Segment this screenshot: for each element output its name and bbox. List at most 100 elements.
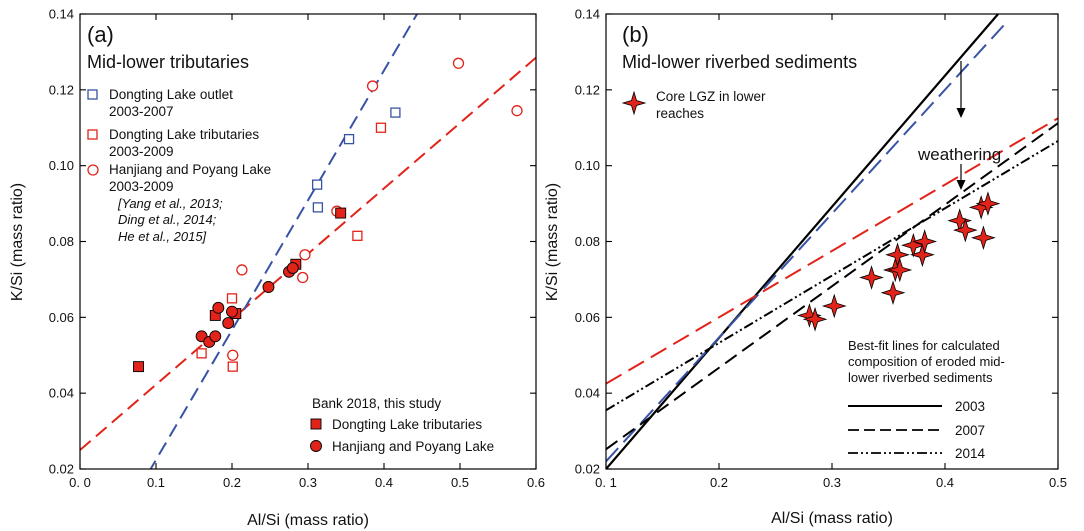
data-point-circle-filled bbox=[226, 305, 238, 318]
data-point-star bbox=[910, 242, 935, 268]
panel-b-y-axis-title: K/Si (mass ratio) bbox=[544, 183, 561, 301]
panel-b: 0. 1 0.2 0.3 0.4 0.5 0.02 0.04 0.06 0.08 0.10 0.12… bbox=[544, 7, 1067, 528]
x-tick-label: 0.3 bbox=[823, 475, 841, 490]
data-point-circle-filled bbox=[209, 330, 222, 343]
fit-line-solid bbox=[606, 14, 999, 469]
weathering-annotation: weathering bbox=[917, 61, 1001, 190]
legend-item-label: 2003-2009 bbox=[109, 144, 174, 159]
y-tick-label: 0.08 bbox=[575, 234, 600, 249]
panel-b-star-legend: Core LGZ in lower reaches bbox=[621, 89, 766, 121]
y-tick-label: 0.14 bbox=[49, 7, 74, 22]
panel-b-title: Mid-lower riverbed sediments bbox=[622, 52, 857, 72]
legend-open-square-red-marker bbox=[87, 129, 98, 140]
legend-item-label: Hanjiang and Poyang Lake bbox=[109, 162, 271, 177]
y-tick-label: 0.08 bbox=[49, 234, 74, 249]
panel-a-points bbox=[133, 57, 523, 373]
arrowhead-icon bbox=[956, 108, 966, 118]
panel-a-legend: Dongting Lake outlet 2003-2007 Dongting … bbox=[87, 87, 271, 244]
fit-line-dashdotdot bbox=[606, 140, 1058, 412]
data-point-star bbox=[821, 293, 847, 319]
y-tick-label: 0.12 bbox=[49, 82, 74, 97]
y-tick-label: 0.06 bbox=[49, 310, 74, 325]
legend-star-marker bbox=[621, 90, 647, 116]
y-tick-label: 0.14 bbox=[575, 7, 600, 22]
legend-open-square-blue-marker bbox=[87, 89, 98, 100]
data-point-star bbox=[901, 232, 926, 258]
data-point-circle-filled bbox=[262, 281, 275, 293]
legend-reference: Ding et al., 2014; bbox=[118, 212, 217, 227]
fit-line-longdash bbox=[606, 117, 1058, 385]
panel-b-ticks: 0. 1 0.2 0.3 0.4 0.5 0.02 0.04 0.06 0.08 0.10 0.12… bbox=[575, 7, 1067, 491]
x-tick-label: 0.2 bbox=[223, 475, 241, 490]
data-point-square-open bbox=[311, 179, 323, 190]
legend-filled-square-marker bbox=[310, 418, 322, 430]
lines-legend-title: Best-fit lines for calculated bbox=[848, 338, 1000, 353]
panel-b-fit-lines bbox=[606, 14, 1058, 469]
x-tick-label: 0. 0 bbox=[69, 475, 91, 490]
panel-a-x-axis-title: Al/Si (mass ratio) bbox=[247, 512, 369, 529]
legend-item-label: Dongting Lake outlet bbox=[109, 87, 233, 102]
data-point-square-filled bbox=[335, 207, 347, 219]
data-point-circle-open bbox=[511, 105, 523, 117]
y-tick-label: 0.04 bbox=[575, 386, 600, 401]
data-point-circle-open bbox=[299, 249, 311, 261]
lines-legend-title: lower riverbed sediments bbox=[848, 370, 993, 385]
panel-b-frame bbox=[605, 13, 1059, 470]
legend-reference: He et al., 2015] bbox=[118, 229, 207, 244]
data-point-circle-filled bbox=[212, 301, 225, 314]
y-tick-label: 0.02 bbox=[575, 462, 600, 477]
data-point-star bbox=[880, 280, 906, 306]
legend-item-label: reaches bbox=[656, 106, 704, 121]
data-point-circle-filled bbox=[286, 262, 299, 274]
legend-item-label: Core LGZ in lower bbox=[656, 89, 766, 104]
panel-b-label: (b) bbox=[622, 22, 649, 47]
data-point-star bbox=[971, 225, 996, 251]
legend-item-label: Hanjiang and Poyang Lake bbox=[332, 439, 494, 454]
data-point-star bbox=[887, 257, 913, 283]
x-tick-label: 0.2 bbox=[710, 475, 728, 490]
panel-b-x-axis-title: Al/Si (mass ratio) bbox=[771, 510, 893, 527]
panel-a-title: Mid-lower tributaries bbox=[87, 52, 249, 72]
weathering-label: weathering bbox=[917, 145, 1001, 164]
data-point-square-open bbox=[227, 361, 238, 372]
legend-open-circle-red-marker bbox=[87, 164, 99, 176]
data-point-circle-open bbox=[236, 264, 248, 276]
data-point-circle-open bbox=[452, 57, 465, 69]
data-point-square-open bbox=[390, 107, 401, 118]
data-point-square-open bbox=[352, 230, 363, 241]
data-point-star bbox=[885, 242, 910, 268]
x-tick-label: 0.4 bbox=[936, 475, 954, 490]
panel-a-bank-legend: Bank 2018, this study Dongting Lake trib… bbox=[310, 396, 494, 454]
data-point-star bbox=[975, 191, 1001, 216]
panel-a: 0. 0 0.1 0.2 0.3 0.4 0.5 0.6 0.02 0.04 0.06 0.08 0.… bbox=[9, 7, 545, 530]
data-point-circle-filled bbox=[222, 317, 235, 329]
data-point-circle-open bbox=[227, 349, 239, 361]
y-tick-label: 0.04 bbox=[49, 386, 74, 401]
legend-item-label: 2003-2007 bbox=[109, 104, 174, 119]
panel-a-ticks: 0. 0 0.1 0.2 0.3 0.4 0.5 0.6 0.02 0.04 0.06 0.08 0.… bbox=[49, 7, 545, 491]
x-tick-label: 0.3 bbox=[299, 475, 317, 490]
panel-b-lines-legend: Best-fit lines for calculated compositio… bbox=[848, 338, 1005, 461]
y-tick-label: 0.12 bbox=[575, 82, 600, 97]
bank-legend-title: Bank 2018, this study bbox=[312, 396, 441, 411]
legend-item-label: Dongting Lake tributaries bbox=[332, 417, 482, 432]
x-tick-label: 0.5 bbox=[451, 475, 469, 490]
data-point-square-open bbox=[312, 202, 324, 213]
fit-line-dash bbox=[606, 122, 1058, 451]
lines-legend-title: composition of eroded mid- bbox=[848, 354, 1005, 369]
x-tick-label: 0.1 bbox=[147, 475, 165, 490]
y-tick-label: 0.02 bbox=[49, 462, 74, 477]
legend-item-label: Dongting Lake tributaries bbox=[109, 127, 259, 142]
panel-b-points bbox=[797, 191, 1001, 332]
legend-line-label: 2014 bbox=[955, 446, 986, 461]
legend-line-label: 2007 bbox=[955, 423, 985, 438]
data-point-star bbox=[859, 265, 884, 290]
data-point-square-open bbox=[375, 122, 387, 133]
x-tick-label: 0.6 bbox=[527, 475, 545, 490]
legend-filled-circle-marker bbox=[310, 440, 322, 452]
legend-reference: [Yang et al., 2013; bbox=[117, 196, 223, 211]
data-point-square-open bbox=[226, 293, 238, 304]
y-tick-label: 0.10 bbox=[575, 158, 600, 173]
data-point-star bbox=[912, 229, 938, 254]
